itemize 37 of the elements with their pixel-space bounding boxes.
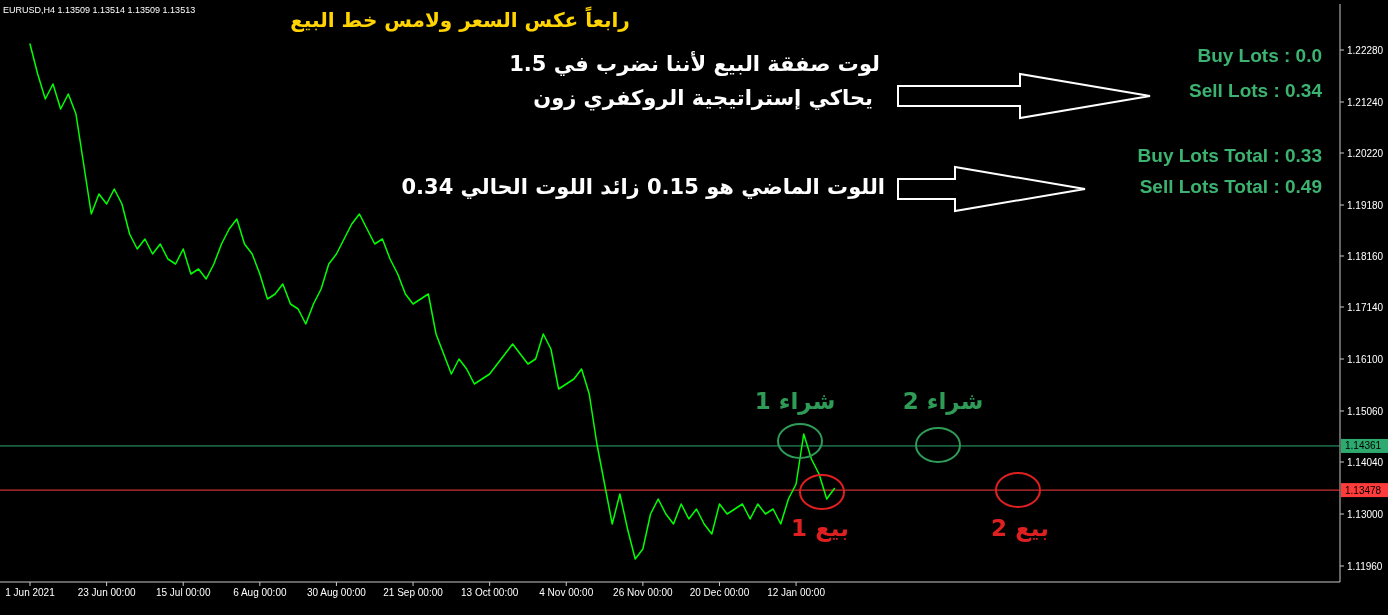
x-tick-label: 13 Oct 00:00 (461, 587, 519, 598)
annotation: بيع 1 (790, 515, 850, 541)
annotation: شراء 1 (753, 388, 837, 414)
x-tick-label: 26 Nov 00:00 (613, 587, 674, 598)
y-tick-label: 1.19180 (1347, 199, 1384, 211)
x-tick-label: 1 Jun 2021 (5, 587, 56, 598)
ref-line-label: 1.13478 (1345, 484, 1382, 496)
y-tick-label: 1.14040 (1347, 456, 1384, 468)
x-tick-label: 6 Aug 00:00 (233, 587, 287, 598)
x-tick-label: 21 Sep 00:00 (383, 587, 444, 598)
annotation: EURUSD,H4 1.13509 1.13514 1.13509 1.13513 (3, 5, 196, 15)
x-tick-label: 15 Jul 00:00 (155, 587, 211, 598)
y-tick-label: 1.17140 (1347, 301, 1384, 313)
y-tick-label: 1.21240 (1347, 96, 1384, 108)
annotation: Sell Lots Total : 0.49 (1139, 176, 1322, 198)
annotation: يحاكي إستراتيجية الروكفري زون (533, 86, 873, 110)
x-tick-label: 30 Aug 00:00 (306, 587, 367, 598)
annotation: شراء 2 (901, 388, 985, 414)
annotation: Buy Lots : 0.0 (1197, 45, 1322, 67)
y-tick-label: 1.22280 (1347, 44, 1384, 56)
annotation: بيع 2 (990, 515, 1050, 541)
chart-title: رابعاً عكس السعر ولامس خط البيع (289, 8, 631, 32)
y-tick-label: 1.15060 (1347, 405, 1384, 417)
y-tick-label: 1.20220 (1347, 147, 1384, 159)
annotation: لوت صفقة البيع لأننا نضرب في 1.5 (509, 52, 880, 76)
annotation: اللوت الماضي هو 0.15 زائد اللوت الحالي 0.34 (401, 175, 885, 199)
annotation: Sell Lots : 0.34 (1188, 80, 1322, 102)
y-tick-label: 1.11960 (1347, 560, 1383, 572)
x-tick-label: 12 Jan 00:00 (767, 587, 826, 598)
y-tick-label: 1.13000 (1347, 508, 1384, 520)
x-tick-label: 20 Dec 00:00 (689, 587, 750, 598)
y-tick-label: 1.16100 (1347, 353, 1384, 365)
x-tick-label: 23 Jun 00:00 (77, 587, 136, 598)
annotation: Buy Lots Total : 0.33 (1137, 145, 1322, 167)
x-tick-label: 4 Nov 00:00 (539, 587, 594, 598)
ref-line-label: 1.14361 (1345, 440, 1382, 452)
y-tick-label: 1.18160 (1347, 250, 1384, 262)
